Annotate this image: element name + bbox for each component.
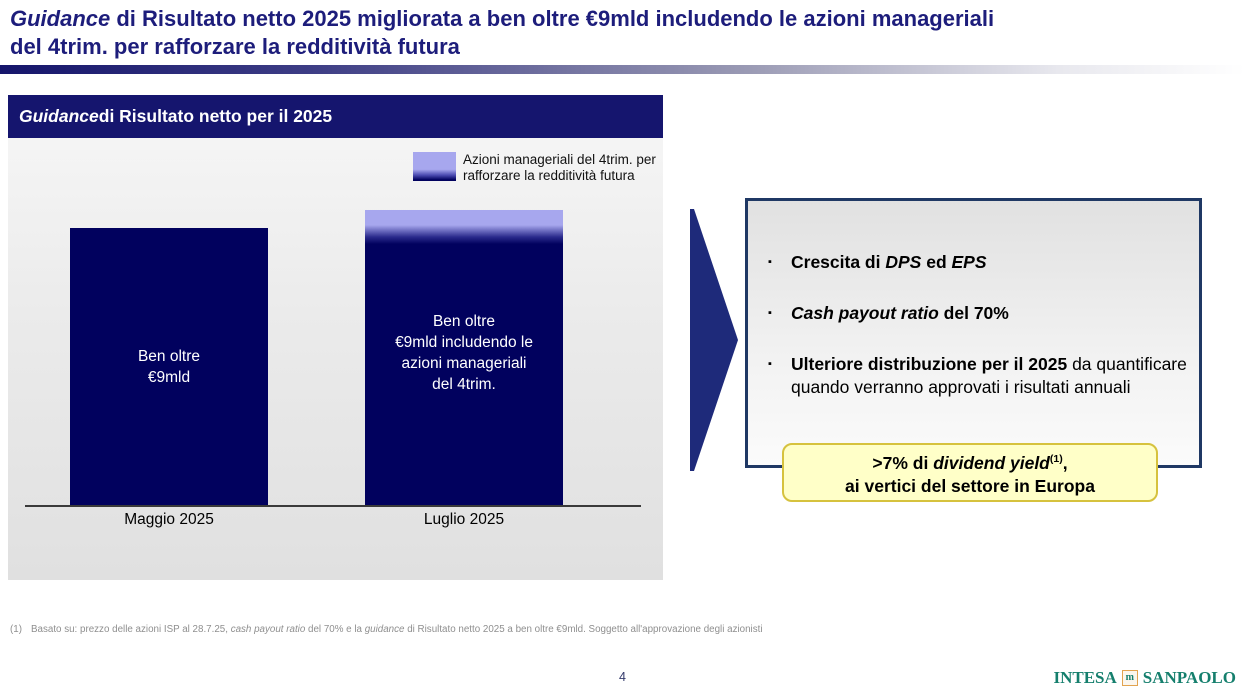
logo-sanpaolo-text: SANPAOLO	[1142, 668, 1236, 687]
footnote-part2: del 70% e la	[305, 624, 365, 635]
bullet1-part4: EPS	[951, 252, 987, 272]
bar-luglio-label-line4: del 4trim.	[432, 375, 496, 393]
title-divider	[0, 65, 1245, 74]
highlight-line2: ai vertici del settore in Europa	[845, 476, 1095, 497]
bullet2-part2: del 70%	[938, 303, 1009, 323]
chart-panel: Guidance di Risultato netto per il 2025 …	[8, 95, 663, 580]
bullet2-part1: Cash payout ratio	[791, 303, 939, 323]
chart-panel-header-italic: Guidance	[19, 106, 99, 126]
highlight-line1-comma: ,	[1062, 452, 1068, 473]
slide-title-italic: Guidance	[10, 6, 111, 31]
footnote-italic1: cash payout ratio	[230, 624, 306, 635]
key-points-box: ▪ Crescita di DPS ed EPS ▪ Cash payout r…	[745, 198, 1202, 468]
slide-title: Guidance di Risultato netto 2025 miglior…	[10, 5, 1235, 61]
category-label-maggio: Maggio 2025	[124, 511, 214, 528]
category-label-luglio: Luglio 2025	[423, 511, 505, 528]
logo-intesa-text: INTESA	[1053, 668, 1117, 687]
legend-label-line2: rafforzare la redditività futura	[463, 168, 635, 183]
footnote-part1: Basato su: prezzo delle azioni ISP al 28…	[30, 624, 231, 635]
bullet3-part2: da quantificare quando verranno approvat…	[791, 354, 1187, 397]
bar-maggio-label-line2: €9mld	[147, 368, 191, 386]
slide-title-rest: di Risultato netto 2025 migliorata a ben…	[110, 6, 995, 31]
chart-panel-header: Guidance di Risultato netto per il 2025	[8, 95, 663, 138]
bar-luglio-label-line1: Ben oltre	[432, 312, 496, 330]
bullet-text: Ulteriore distribuzione per il 2025 da q…	[791, 353, 1189, 399]
bullet-marker-icon: ▪	[768, 256, 772, 268]
slide-title-line2: del 4trim. per rafforzare la redditività…	[10, 34, 460, 59]
bullet1-part1: Crescita di	[791, 252, 886, 272]
legend-label-line1: Azioni manageriali del 4trim. per	[463, 152, 656, 167]
x-axis	[25, 505, 641, 507]
logo-mark-icon: m	[1121, 670, 1138, 686]
bar-luglio-2025: Ben oltre €9mld includendo le azioni man…	[365, 210, 563, 505]
bar-luglio-label-line2: €9mld includendo le	[395, 333, 533, 351]
highlight-footnote-ref: (1)	[1049, 452, 1063, 465]
footnote-part3: di Risultato netto 2025 a ben oltre €9ml…	[404, 624, 763, 635]
bullet-marker-icon: ▪	[768, 307, 772, 319]
bar-luglio-label-line3: azioni manageriali	[401, 354, 527, 372]
bar-maggio-label-line1: Ben oltre	[137, 347, 201, 365]
legend-swatch-icon	[413, 152, 456, 181]
page-number: 4	[619, 670, 626, 684]
footnote-italic2: guidance	[364, 624, 405, 635]
bullet1-part3: ed	[921, 252, 952, 272]
legend-label: Azioni manageriali del 4trim. per raffor…	[463, 152, 656, 184]
bar-maggio-2025: Ben oltre €9mld	[70, 228, 268, 505]
highlight-line1: >7% di dividend yield(1),	[784, 447, 1156, 475]
bullet-item-distribuzione: ▪ Ulteriore distribuzione per il 2025 da…	[768, 353, 1199, 399]
dividend-yield-highlight: >7% di dividend yield(1), ai vertici del…	[782, 443, 1158, 502]
bullet-text: Crescita di DPS ed EPS	[791, 251, 1189, 274]
arrow-right-icon	[690, 209, 738, 471]
bullet-item-cash-payout: ▪ Cash payout ratio del 70%	[768, 302, 1199, 325]
highlight-line1-part1: >7% di	[872, 452, 934, 473]
bullet3-part1: Ulteriore distribuzione per il 2025	[791, 354, 1068, 374]
bullet-text: Cash payout ratio del 70%	[791, 302, 1189, 325]
chart-panel-header-rest: di Risultato netto per il 2025	[98, 106, 333, 126]
intesa-sanpaolo-logo: INTESA m SANPAOLO	[1053, 668, 1236, 688]
footnote-marker: (1)	[10, 624, 22, 635]
bullet-marker-icon: ▪	[768, 358, 772, 370]
footnote: (1) Basato su: prezzo delle azioni ISP al…	[10, 624, 763, 635]
bullet1-part2: DPS	[885, 252, 922, 272]
key-points-list: ▪ Crescita di DPS ed EPS ▪ Cash payout r…	[748, 251, 1199, 399]
highlight-line1-italic: dividend yield	[933, 452, 1050, 473]
legend: Azioni manageriali del 4trim. per raffor…	[413, 152, 656, 184]
slide-title-line1: Guidance di Risultato netto 2025 miglior…	[10, 5, 1235, 33]
bullet-item-dps-eps: ▪ Crescita di DPS ed EPS	[768, 251, 1199, 274]
